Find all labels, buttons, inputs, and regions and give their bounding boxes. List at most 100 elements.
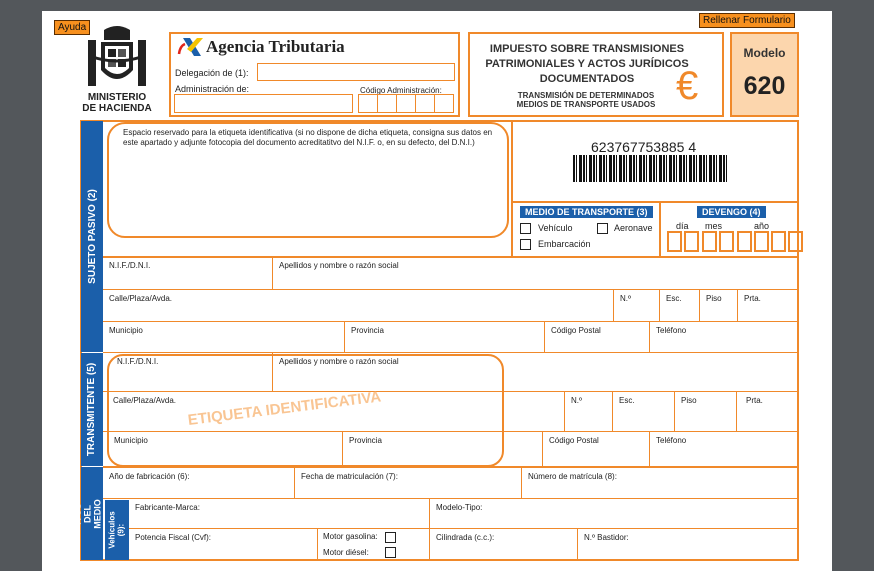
sujeto-calle-field[interactable]: Calle/Plaza/Avda. <box>103 290 614 322</box>
sujeto-apellidos-field[interactable]: Apellidos y nombre o razón social <box>273 257 799 290</box>
subtitle-line: MEDIOS DE TRANSPORTE USADOS <box>516 100 656 109</box>
transmitente-piso-field[interactable]: Piso <box>675 392 737 432</box>
form-page <box>42 11 832 571</box>
codigo-cell[interactable] <box>396 94 416 113</box>
sujeto-piso-field[interactable]: Piso <box>700 290 738 322</box>
transmitente-numero-field[interactable]: N.º <box>565 392 613 432</box>
field-label: Provincia <box>349 436 382 445</box>
agency-logo-icon <box>177 38 203 56</box>
transmitente-municipio-field[interactable]: Municipio <box>103 432 343 467</box>
sujeto-numero-field[interactable]: N.º <box>614 290 660 322</box>
field-label: Cilindrada (c.c.): <box>436 533 495 542</box>
fecha-matriculacion-field[interactable]: Fecha de matriculación (7): <box>295 467 522 499</box>
help-button[interactable]: Ayuda <box>54 20 91 35</box>
embarcacion-label: Embarcación <box>538 239 591 249</box>
field-label: Fabricante-Marca: <box>135 503 200 512</box>
transmitente-prta-field[interactable]: Prta. <box>737 392 799 432</box>
sujeto-nif-field[interactable]: N.I.F./D.N.I. <box>103 257 273 290</box>
transmitente-provincia-field[interactable]: Provincia <box>343 432 543 467</box>
mes-cell[interactable] <box>702 231 717 252</box>
modelo-number: 620 <box>743 72 786 100</box>
sujeto-telefono-field[interactable]: Teléfono <box>650 322 799 353</box>
delegacion-input[interactable] <box>257 63 455 81</box>
modelo-box <box>730 32 799 117</box>
diesel-label: Motor diésel: <box>323 548 369 557</box>
field-label: Número de matrícula (8): <box>528 472 617 481</box>
sujeto-provincia-field[interactable]: Provincia <box>345 322 545 353</box>
anio-label: año <box>754 221 770 231</box>
embarcacion-checkbox[interactable] <box>520 239 531 250</box>
field-label: N.I.F./D.N.I. <box>109 261 151 270</box>
administracion-input[interactable] <box>174 94 353 113</box>
field-label: Prta. <box>746 396 763 405</box>
field-label: Apellidos y nombre o razón social <box>279 261 399 270</box>
gasolina-checkbox[interactable] <box>385 532 396 543</box>
delegacion-label: Delegación de (1): <box>175 68 249 78</box>
field-label: Municipio <box>114 436 148 445</box>
administracion-label: Administración de: <box>175 84 250 94</box>
dia-cell[interactable] <box>684 231 699 252</box>
barcode-number: 623767753885 4 <box>591 139 697 155</box>
codigo-cell[interactable] <box>415 94 435 113</box>
field-label: Apellidos y nombre o razón social <box>279 357 399 366</box>
field-label: Código Postal <box>551 326 601 335</box>
codigo-cells <box>358 94 454 113</box>
field-label: Prta. <box>744 294 761 303</box>
modelo-tipo-field[interactable]: Modelo-Tipo: <box>430 499 799 529</box>
transmitente-calle-field[interactable]: Calle/Plaza/Avda. <box>103 392 565 432</box>
codigo-cell[interactable] <box>377 94 397 113</box>
transmitente-band: TRANSMITENTE (5) <box>81 353 103 466</box>
mes-cell[interactable] <box>719 231 734 252</box>
codigo-cell[interactable] <box>358 94 378 113</box>
matricula-field[interactable]: Número de matrícula (8): <box>522 467 799 499</box>
diesel-checkbox[interactable] <box>385 547 396 558</box>
aeronave-checkbox[interactable] <box>597 223 608 234</box>
field-label: Modelo-Tipo: <box>436 503 483 512</box>
vehiculos-sub-band: Vehículos (9): <box>105 500 129 560</box>
field-label: Calle/Plaza/Avda. <box>109 294 172 303</box>
transmitente-esc-field[interactable]: Esc. <box>613 392 675 432</box>
field-label: Esc. <box>666 294 682 303</box>
anio-cell[interactable] <box>771 231 786 252</box>
gasolina-label: Motor gasolina: <box>323 532 378 541</box>
transmitente-cp-field[interactable]: Código Postal <box>543 432 650 467</box>
ministry-name: MINISTERIO DE HACIENDA <box>70 92 164 114</box>
cilindrada-field[interactable]: Cilindrada (c.c.): <box>430 529 578 561</box>
field-label: Piso <box>706 294 722 303</box>
sujeto-esc-field[interactable]: Esc. <box>660 290 700 322</box>
title-box <box>468 32 724 117</box>
sujeto-cp-field[interactable]: Código Postal <box>545 322 650 353</box>
fabricante-field[interactable]: Fabricante-Marca: <box>129 499 430 529</box>
anio-cell[interactable] <box>737 231 752 252</box>
coat-of-arms-icon <box>88 26 146 86</box>
sujeto-municipio-field[interactable]: Municipio <box>103 322 345 353</box>
sujeto-etiqueta-area[interactable] <box>107 122 509 238</box>
field-label: SUJETO PASIVO (2) <box>86 189 98 284</box>
sujeto-prta-field[interactable]: Prta. <box>738 290 799 322</box>
transmitente-telefono-field[interactable]: Teléfono <box>650 432 799 467</box>
field-label: Código Postal <box>549 436 599 445</box>
codigo-cell[interactable] <box>434 94 454 113</box>
subtitle-line: TRANSMISIÓN DE DETERMINADOS <box>517 91 655 100</box>
title-line: IMPUESTO SOBRE TRANSMISIONES <box>489 43 685 55</box>
field-label: Potencia Fiscal (Cvf): <box>135 533 212 542</box>
etiqueta-instructions: Espacio reservado para la etiqueta ident… <box>123 128 493 147</box>
fill-form-button[interactable]: Rellenar Formulario <box>699 13 795 28</box>
field-label: Vehículos (9): <box>108 511 127 549</box>
divider <box>103 256 799 258</box>
dia-label: día <box>676 221 689 231</box>
title-line: PATRIMONIALES Y ACTOS JURÍDICOS <box>485 58 689 70</box>
anio-cell[interactable] <box>754 231 769 252</box>
vehiculo-checkbox[interactable] <box>520 223 531 234</box>
potencia-field[interactable]: Potencia Fiscal (Cvf): <box>129 529 318 561</box>
bastidor-field[interactable]: N.º Bastidor: <box>578 529 799 561</box>
field-label: Piso <box>681 396 697 405</box>
transmitente-nif-field[interactable]: N.I.F./D.N.I. <box>103 353 273 392</box>
anio-cell[interactable] <box>788 231 803 252</box>
dia-cell[interactable] <box>667 231 682 252</box>
transmitente-apellidos-field[interactable]: Apellidos y nombre o razón social <box>273 353 799 392</box>
field-label: Esc. <box>619 396 635 405</box>
medio-box <box>511 202 661 257</box>
ministry-line: MINISTERIO <box>87 92 147 103</box>
anio-fabricacion-field[interactable]: Año de fabricación (6): <box>103 467 295 499</box>
